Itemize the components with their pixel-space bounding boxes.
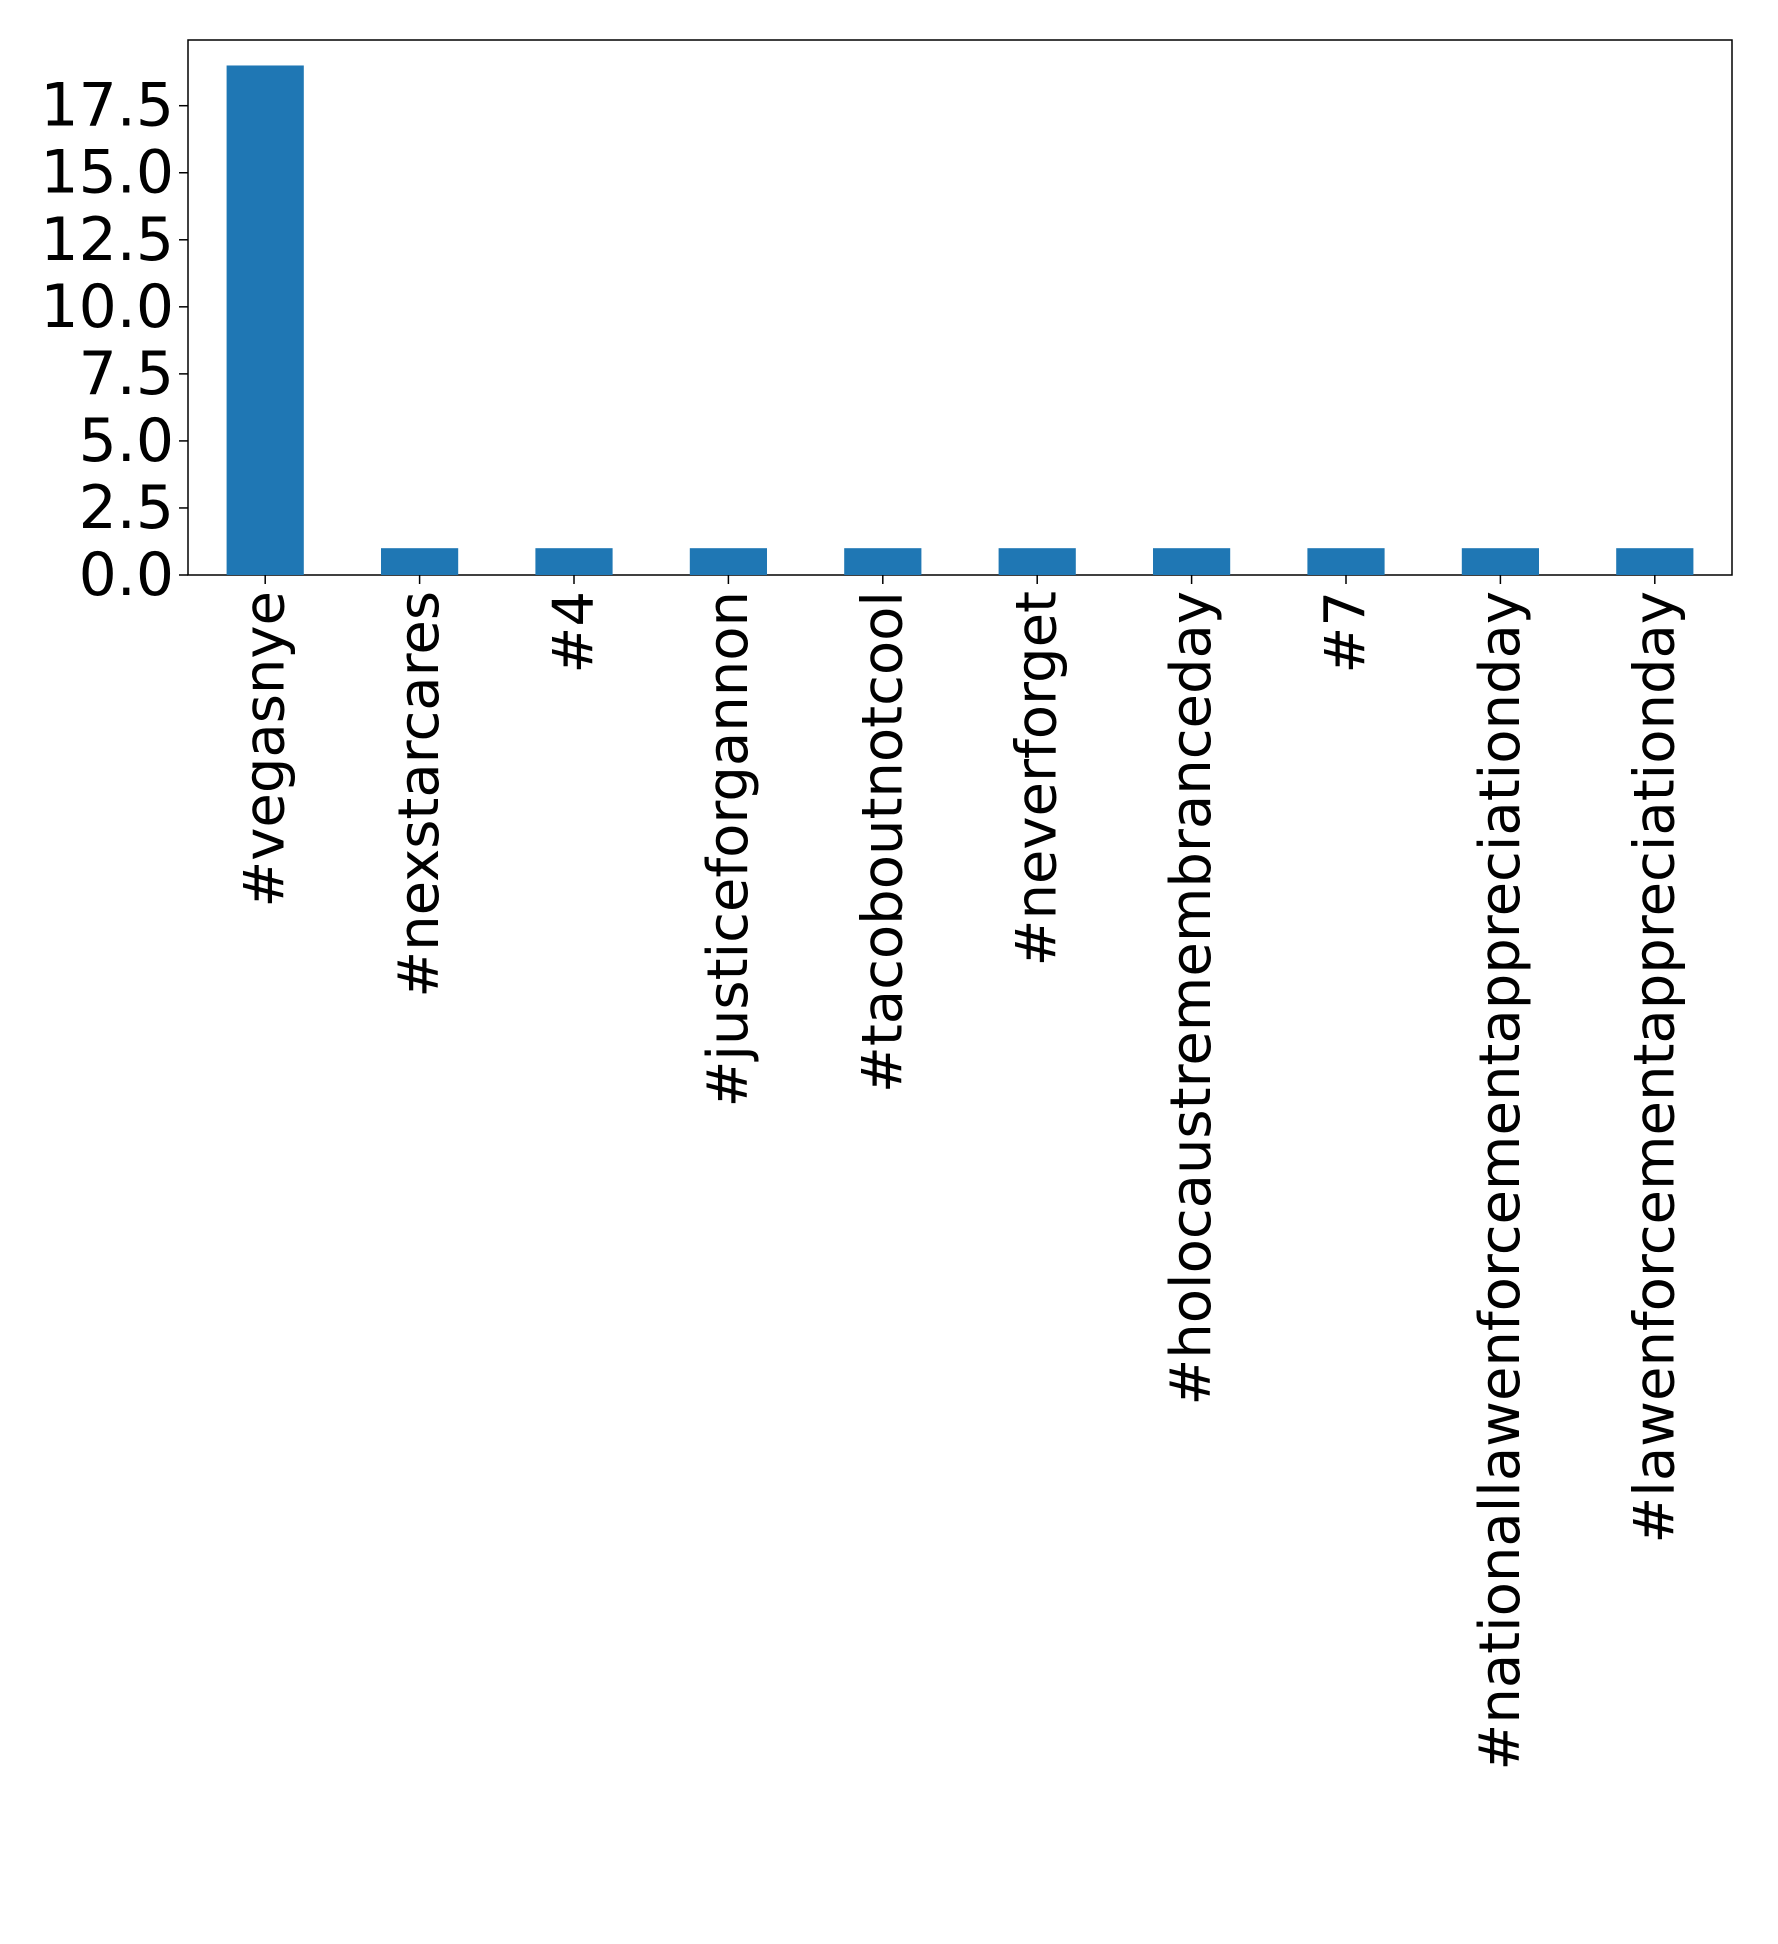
x-tick-label: #vegasnye	[233, 591, 298, 908]
bar	[226, 65, 304, 575]
x-tick-label: #7	[1314, 591, 1379, 674]
y-tick-label: 5.0	[79, 406, 174, 476]
y-tick-label: 10.0	[40, 272, 174, 342]
x-tick-label: #neverforget	[1005, 591, 1070, 966]
bar	[1461, 548, 1539, 575]
bar	[689, 548, 767, 575]
x-tick-label: #4	[542, 591, 607, 674]
bar	[1616, 548, 1694, 575]
x-tick-label: #nationallawenforcementappreciationday	[1468, 591, 1533, 1771]
x-tick-label: #lawenforcementappreciationday	[1622, 591, 1687, 1544]
x-tick-label: #nexstarcares	[387, 591, 452, 998]
bar	[1307, 548, 1385, 575]
y-tick-label: 15.0	[40, 138, 174, 208]
bar	[381, 548, 459, 575]
x-tick-label: #tacoboutnotcool	[850, 591, 915, 1093]
y-tick-label: 7.5	[79, 339, 174, 409]
y-tick-label: 12.5	[40, 205, 174, 275]
bar	[1153, 548, 1231, 575]
y-tick-label: 17.5	[40, 71, 174, 141]
x-tick-label: #holocaustremembranceday	[1159, 591, 1224, 1406]
bar	[844, 548, 922, 575]
y-tick-label: 2.5	[79, 473, 174, 543]
bar	[535, 548, 613, 575]
plot-frame	[187, 39, 1733, 576]
x-tick-label: #justiceforgannon	[696, 591, 761, 1108]
bar	[998, 548, 1076, 575]
y-tick-label: 0.0	[79, 540, 174, 610]
